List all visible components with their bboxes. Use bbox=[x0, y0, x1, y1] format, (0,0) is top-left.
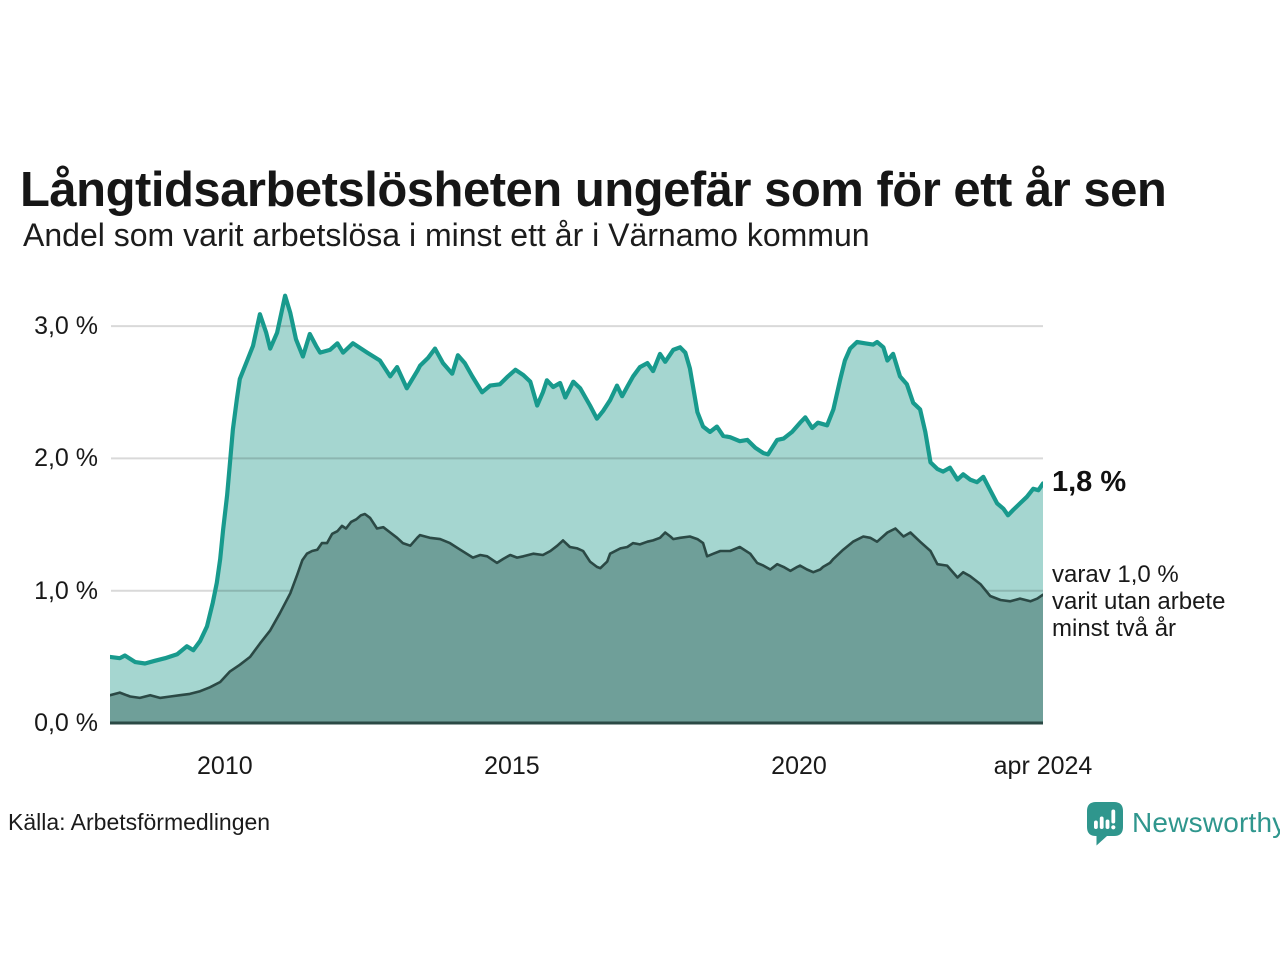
y-tick-label: 3,0 % bbox=[34, 312, 98, 341]
two-year-share-annotation: varav 1,0 % varit utan arbete minst två … bbox=[1052, 561, 1226, 642]
x-tick-label: 2010 bbox=[197, 752, 253, 780]
newsworthy-logo: Newsworthy bbox=[1086, 801, 1280, 847]
x-tick-label: apr 2024 bbox=[993, 752, 1093, 780]
source-credit: Källa: Arbetsförmedlingen bbox=[8, 809, 271, 835]
x-tick-label: 2020 bbox=[771, 752, 827, 780]
y-tick-label: 0,0 % bbox=[34, 709, 98, 737]
y-tick-label: 2,0 % bbox=[34, 444, 98, 473]
line-one-year bbox=[110, 293, 1043, 666]
bar-chart-speech-bubble-icon bbox=[1087, 802, 1123, 846]
chart-subtitle: Andel som varit arbetslösa i minst ett å… bbox=[23, 217, 870, 253]
x-tick-label: 2015 bbox=[484, 752, 540, 780]
newsworthy-logo-text: Newsworthy bbox=[1132, 807, 1280, 838]
latest-value-annotation: 1,8 % bbox=[1052, 466, 1127, 498]
chart-title: Långtidsarbetslösheten ungefär som för e… bbox=[20, 162, 1167, 217]
area-two-years bbox=[110, 514, 1043, 723]
stacked-area-chart bbox=[110, 293, 1043, 725]
y-tick-label: 1,0 % bbox=[34, 576, 98, 605]
line-two-years bbox=[110, 512, 1043, 700]
